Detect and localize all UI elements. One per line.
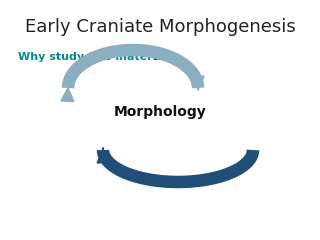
Text: ?: ?	[152, 52, 158, 62]
Text: Early Craniate Morphogenesis: Early Craniate Morphogenesis	[25, 18, 295, 36]
Text: Morphology: Morphology	[114, 105, 206, 119]
Text: Why study this material: Why study this material	[18, 52, 168, 62]
